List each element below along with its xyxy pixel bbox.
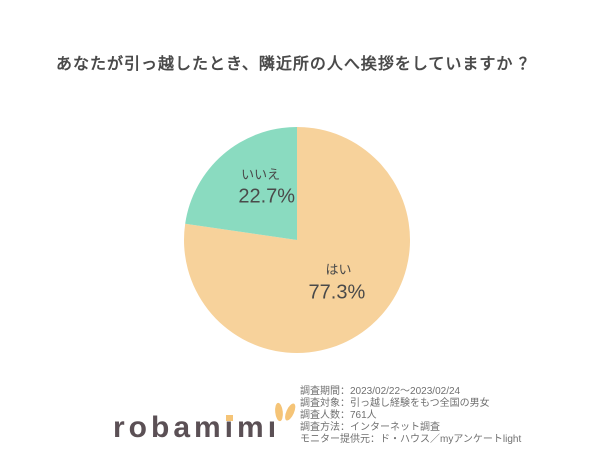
svg-text:はい: はい — [325, 262, 351, 277]
svg-text:22.7%: 22.7% — [238, 185, 295, 207]
svg-text:77.3%: 77.3% — [309, 282, 366, 304]
svg-text:いいえ: いいえ — [241, 167, 280, 182]
